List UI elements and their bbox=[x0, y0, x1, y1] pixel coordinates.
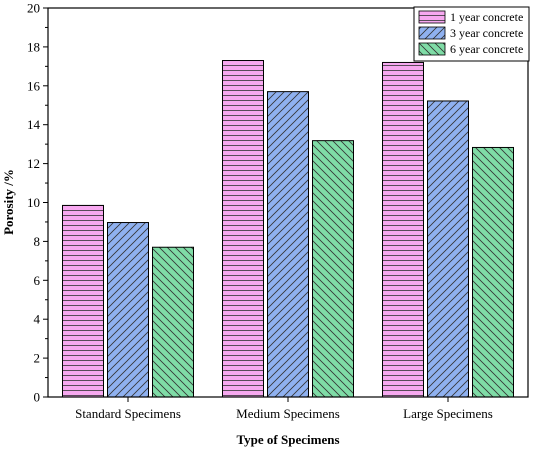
y-axis-title: Porosity /% bbox=[1, 169, 16, 235]
legend: 1 year concrete 3 year concrete 6 year con… bbox=[413, 6, 530, 62]
y-tick-label: 12 bbox=[27, 156, 40, 171]
x-axis-title: Type of Specimens bbox=[236, 432, 339, 447]
y-tick-label: 6 bbox=[34, 273, 41, 288]
bar-1-year-concrete bbox=[382, 61, 424, 398]
y-tick-label: 14 bbox=[27, 117, 41, 132]
y-tick-label: 20 bbox=[27, 1, 40, 16]
legend-label: 1 year concrete bbox=[450, 10, 523, 24]
y-tick-label: 2 bbox=[34, 351, 41, 366]
x-tick-label: Medium Specimens bbox=[236, 406, 340, 421]
y-tick-label: 16 bbox=[27, 78, 41, 93]
bar-6-year-concrete bbox=[152, 246, 194, 398]
bar-3-year-concrete bbox=[427, 100, 469, 398]
y-tick-label: 0 bbox=[34, 390, 41, 405]
legend-swatch bbox=[418, 42, 446, 56]
x-tick-label: Standard Specimens bbox=[75, 406, 181, 421]
legend-label: 6 year concrete bbox=[450, 42, 523, 56]
bar-6-year-concrete bbox=[312, 140, 354, 398]
bar-1-year-concrete bbox=[222, 60, 264, 398]
x-tick-label: Large Specimens bbox=[403, 406, 493, 421]
y-tick-label: 18 bbox=[27, 39, 40, 54]
legend-swatch bbox=[418, 26, 446, 40]
y-tick-label: 8 bbox=[34, 234, 41, 249]
y-tick-label: 10 bbox=[27, 195, 40, 210]
bar-3-year-concrete bbox=[107, 222, 149, 398]
bars-layer bbox=[62, 60, 514, 398]
legend-swatch bbox=[418, 10, 446, 24]
bar-6-year-concrete bbox=[472, 146, 514, 398]
bar-3-year-concrete bbox=[267, 91, 309, 398]
y-tick-label: 4 bbox=[34, 312, 41, 327]
y-axis: 0 2 4 6 8 10 12 14 16 18 20 bbox=[27, 1, 48, 405]
x-axis: Standard Specimens Medium Specimens Large … bbox=[75, 397, 493, 421]
bar-1-year-concrete bbox=[62, 204, 104, 398]
legend-label: 3 year concrete bbox=[450, 26, 523, 40]
